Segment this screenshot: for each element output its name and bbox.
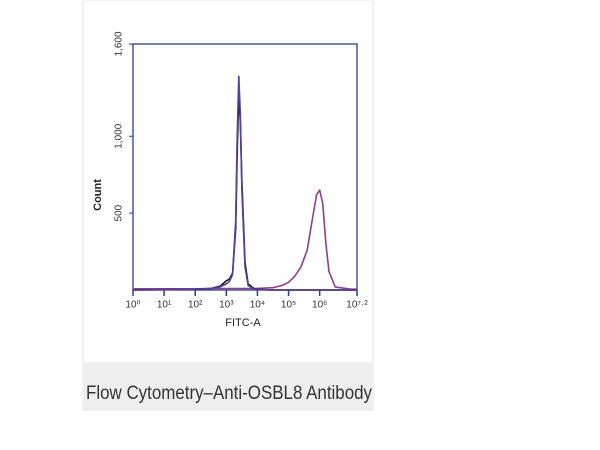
- y-axis-label: Count: [92, 179, 104, 211]
- plot-frame: [132, 43, 358, 291]
- x-axis-label: FITC-A: [225, 317, 261, 329]
- x-tick-label: 10⁵: [281, 300, 296, 311]
- y-tick-label: 500: [114, 204, 125, 221]
- x-tick-label: 10⁴: [250, 300, 265, 311]
- series-line: [132, 75, 357, 291]
- y-tick-label: 1,600: [114, 31, 125, 56]
- x-tick-label: 10³: [219, 300, 234, 311]
- card: [82, 0, 374, 411]
- caption-band: [83, 362, 373, 410]
- x-tick-label: 10⁰: [125, 300, 140, 311]
- caption: Flow Cytometry–Anti-OSBL8 Antibody: [86, 383, 372, 404]
- x-tick-label: 10⁷·²: [346, 300, 368, 311]
- x-tick-label: 10¹: [157, 300, 172, 311]
- x-tick-label: 10²: [188, 300, 203, 311]
- x-tick-label: 10⁶: [312, 300, 327, 311]
- y-tick-label: 1,000: [114, 123, 125, 148]
- series-line: [133, 189, 357, 290]
